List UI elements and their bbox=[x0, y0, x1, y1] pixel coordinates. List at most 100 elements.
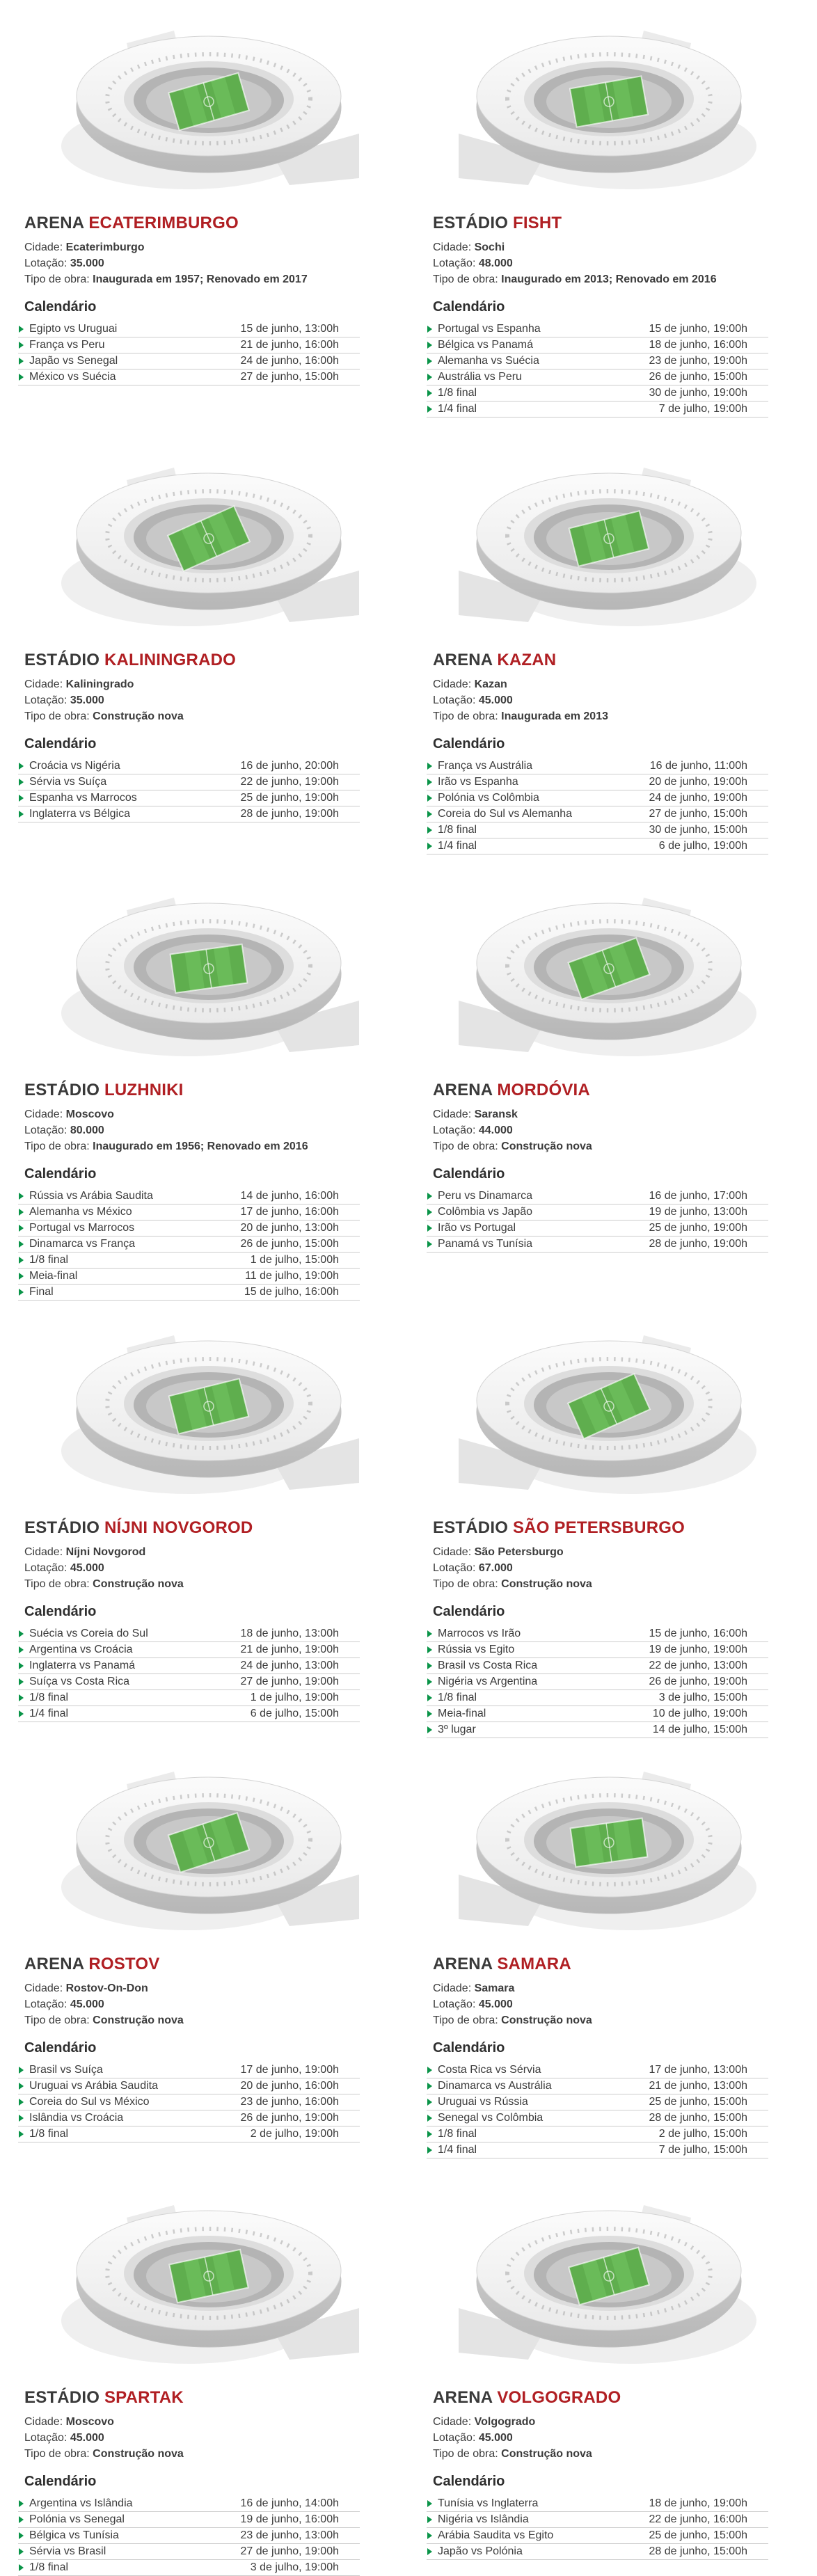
calendar-table: Brasil vs Suíça 17 de junho, 19:00h Urug… bbox=[18, 2062, 360, 2142]
stadium-card: ARENA ROSTOV Cidade: Rostov-On-Don Lotaç… bbox=[0, 1741, 408, 2175]
pitch-halfway-line bbox=[203, 2257, 214, 2296]
match-name: Egipto vs Uruguai bbox=[29, 323, 118, 335]
calendar-heading: Calendário bbox=[433, 2474, 505, 2489]
match-date: 15 de junho, 16:00h bbox=[649, 1628, 747, 1639]
pitch-center-circle bbox=[603, 2271, 614, 2282]
capacity-value: 45.000 bbox=[478, 1998, 513, 2010]
construction-value: Construção nova bbox=[501, 1140, 592, 1152]
stadium-card: ARENA VOLGOGRADO Cidade: Volgogrado Lota… bbox=[408, 2175, 817, 2568]
pitch-stripe bbox=[583, 1824, 604, 1866]
play-arrow-icon bbox=[427, 390, 432, 397]
pitch-halfway-line bbox=[203, 1387, 214, 1426]
match-date: 30 de junho, 15:00h bbox=[649, 824, 747, 836]
calendar-heading: Calendário bbox=[433, 1604, 505, 1619]
construction-label: Tipo de obra: bbox=[24, 710, 90, 722]
stadium-title-name: NÍJNI NOVGOROD bbox=[104, 1518, 253, 1537]
stadium-info: ESTÁDIO SPARTAK Cidade: Moscovo Lotação:… bbox=[0, 2387, 408, 2576]
construction-label: Tipo de obra: bbox=[24, 2014, 90, 2026]
pitch-halfway-line bbox=[601, 950, 616, 987]
match-name: Peru vs Dinamarca bbox=[438, 1190, 533, 1202]
stadium-title-name: SPARTAK bbox=[104, 2388, 184, 2407]
stadium-title: ESTÁDIO LUZHNIKI bbox=[24, 1080, 360, 1101]
stadium-title-name: VOLGOGRADO bbox=[497, 2388, 621, 2407]
match-row: Meia-final 10 de julho, 19:00h bbox=[427, 1706, 768, 1722]
match-date: 23 de junho, 16:00h bbox=[240, 2096, 339, 2108]
stadium-3d-render-graphic bbox=[61, 2205, 359, 2364]
match-row: Espanha vs Marrocos 25 de junho, 19:00h bbox=[18, 790, 360, 806]
pitch-stripe bbox=[582, 2259, 607, 2301]
match-name: Rússia vs Arábia Saudita bbox=[29, 1190, 153, 1202]
city-line: Cidade: Kaliningrado bbox=[24, 676, 360, 692]
match-date: 16 de junho, 20:00h bbox=[240, 760, 339, 772]
match-row: Croácia vs Nigéria 16 de junho, 20:00h bbox=[18, 758, 360, 774]
match-row: Marrocos vs Irão 15 de junho, 16:00h bbox=[427, 1626, 768, 1642]
construction-value: Inaugurada em 2013 bbox=[501, 710, 608, 722]
stadium-card: ARENA MORDÓVIA Cidade: Saransk Lotação: … bbox=[408, 867, 817, 1305]
match-date: 25 de junho, 19:00h bbox=[240, 792, 339, 804]
match-date: 2 de julho, 15:00h bbox=[658, 2128, 747, 2140]
play-arrow-icon bbox=[19, 2532, 24, 2539]
match-date: 15 de junho, 13:00h bbox=[240, 323, 339, 335]
city-label: Cidade: bbox=[24, 2416, 63, 2428]
match-name: 1/8 final bbox=[438, 824, 477, 836]
stadium-3d-render-graphic bbox=[61, 898, 359, 1056]
stadium-ramp-block bbox=[458, 1438, 544, 1490]
match-row: 3º lugar 14 de julho, 15:00h bbox=[427, 1722, 768, 1738]
pitch-stripe bbox=[582, 521, 606, 563]
pitch-stripe bbox=[182, 1389, 207, 1431]
stadium-roof-trusses bbox=[505, 1793, 713, 1886]
match-date: 18 de junho, 19:00h bbox=[649, 2497, 747, 2509]
calendar-table: Egipto vs Uruguai 15 de junho, 13:00h Fr… bbox=[18, 321, 360, 385]
match-date: 20 de junho, 19:00h bbox=[649, 776, 747, 788]
play-arrow-icon bbox=[19, 1646, 24, 1653]
play-arrow-icon bbox=[19, 1273, 24, 1280]
calendar-table: Argentina vs Islândia 16 de junho, 14:00… bbox=[18, 2496, 360, 2576]
city-value: Kazan bbox=[474, 678, 507, 690]
capacity-label: Lotação: bbox=[24, 2432, 68, 2444]
pitch-halfway-line bbox=[205, 949, 212, 988]
construction-line: Tipo de obra: Construção nova bbox=[433, 1576, 768, 1592]
stadium-title: ARENA ECATERIMBURGO bbox=[24, 213, 360, 234]
pitch-center-circle bbox=[603, 1837, 614, 1848]
match-name: Senegal vs Colômbia bbox=[438, 2112, 544, 2124]
stadium-3d-render-graphic bbox=[61, 468, 359, 626]
match-date: 28 de junho, 19:00h bbox=[240, 808, 339, 820]
match-date: 2 de julho, 19:00h bbox=[250, 2128, 339, 2140]
capacity-label: Lotação: bbox=[24, 694, 68, 706]
pitch-halfway-line bbox=[603, 2257, 614, 2296]
stadium-card: ESTÁDIO NÍJNI NOVGOROD Cidade: Níjni Nov… bbox=[0, 1305, 408, 1741]
match-name: Sérvia vs Suíça bbox=[29, 776, 107, 788]
play-arrow-icon bbox=[19, 2500, 24, 2507]
city-value: Sochi bbox=[474, 241, 505, 253]
play-arrow-icon bbox=[427, 1662, 432, 1669]
pitch-center-circle bbox=[603, 533, 614, 544]
pitch-halfway-line bbox=[203, 82, 214, 121]
capacity-value: 35.000 bbox=[70, 694, 104, 706]
pitch-group bbox=[569, 75, 649, 128]
construction-value: Inaugurado em 1956; Renovado em 2016 bbox=[93, 1140, 308, 1152]
pitch-boundary-lines bbox=[168, 943, 248, 994]
match-name: Coreia do Sul vs Alemanha bbox=[438, 808, 572, 820]
calendar-table: Costa Rica vs Sérvia 17 de junho, 13:00h… bbox=[427, 2062, 768, 2158]
match-name: 1/4 final bbox=[438, 403, 477, 415]
stadium-info: ESTÁDIO FISHT Cidade: Sochi Lotação: 48.… bbox=[408, 213, 817, 418]
play-arrow-icon bbox=[19, 1630, 24, 1637]
match-name: Final bbox=[29, 1286, 54, 1298]
pitch-halfway-line bbox=[202, 1824, 215, 1861]
play-arrow-icon bbox=[19, 1678, 24, 1685]
city-label: Cidade: bbox=[24, 1982, 63, 1994]
play-arrow-icon bbox=[19, 2115, 24, 2122]
construction-value: Construção nova bbox=[93, 2448, 184, 2460]
capacity-line: Lotação: 45.000 bbox=[433, 2430, 768, 2446]
stadium-card: ARENA SAMARA Cidade: Samara Lotação: 45.… bbox=[408, 1741, 817, 2175]
match-name: 1/8 final bbox=[29, 2561, 69, 2573]
stadium-title: ESTÁDIO SPARTAK bbox=[24, 2387, 360, 2408]
stadium-info: ARENA ECATERIMBURGO Cidade: Ecaterimburg… bbox=[0, 213, 408, 385]
match-date: 24 de junho, 19:00h bbox=[649, 792, 747, 804]
play-arrow-icon bbox=[427, 827, 432, 834]
play-arrow-icon bbox=[19, 1209, 24, 1216]
match-name: 3º lugar bbox=[438, 1724, 476, 1735]
match-date: 26 de junho, 19:00h bbox=[649, 1676, 747, 1687]
match-row: 1/4 final 6 de julho, 15:00h bbox=[18, 1706, 360, 1722]
